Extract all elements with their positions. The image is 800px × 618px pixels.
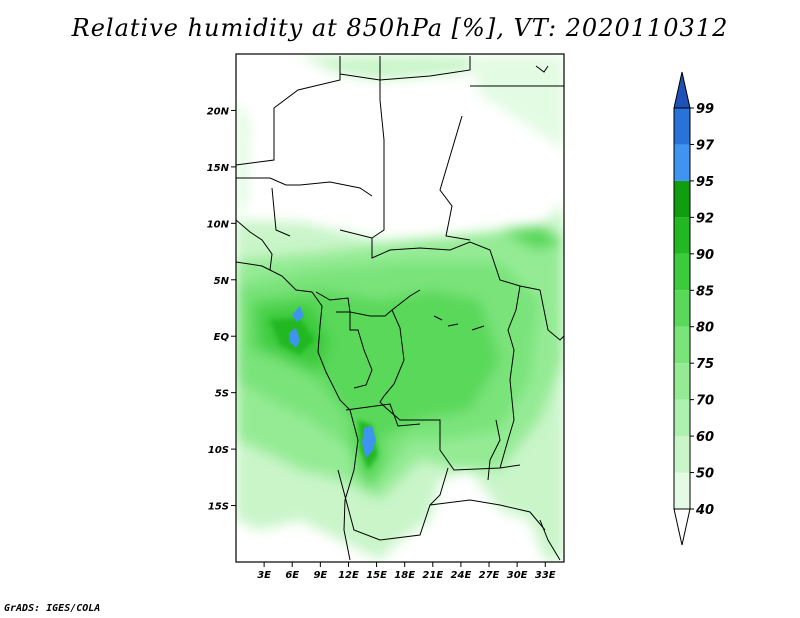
lat-tick-label: EQ <box>214 332 230 343</box>
lon-tick-label: 27E <box>479 570 500 581</box>
colorbar-swatch <box>674 108 690 145</box>
longitude-axis: 3E 6E 9E 12E 15E 18E 21E 24E 27E 30E 33E <box>257 562 556 581</box>
lon-tick-label: 3E <box>257 570 271 581</box>
colorbar-swatch <box>674 253 690 291</box>
lon-tick-label: 18E <box>394 570 415 581</box>
lat-tick-label: 10S <box>208 445 229 456</box>
colorbar-label: 90 <box>696 248 714 263</box>
lat-tick-label: 5N <box>214 276 230 287</box>
colorbar-swatch <box>674 290 690 327</box>
colorbar-swatch <box>674 436 690 473</box>
latitude-axis: 20N 15N 10N 5N EQ 5S 10S 15S <box>207 106 236 513</box>
lon-tick-label: 33E <box>535 570 556 581</box>
lon-tick-label: 6E <box>285 570 299 581</box>
colorbar-label: 60 <box>696 430 714 445</box>
colorbar-swatch <box>674 217 690 254</box>
colorbar-swatch <box>674 326 690 364</box>
map-title: Relative humidity at 850hPa [%], VT: 202… <box>71 14 729 42</box>
colorbar-label: 95 <box>696 175 714 190</box>
lat-tick-label: 10N <box>207 219 230 230</box>
colorbar-label: 97 <box>696 138 715 153</box>
colorbar-swatch <box>674 180 690 218</box>
colorbar-label: 75 <box>696 357 714 372</box>
map-frame <box>235 53 565 563</box>
lon-tick-label: 9E <box>313 570 327 581</box>
colorbar-label: 40 <box>695 503 714 518</box>
lon-tick-label: 15E <box>366 570 387 581</box>
colorbar-label: 50 <box>696 467 714 482</box>
lat-tick-label: 15S <box>208 502 229 513</box>
colorbar-label: 92 <box>696 211 714 226</box>
colorbar-swatch <box>674 399 690 437</box>
colorbar-label: 99 <box>696 102 714 117</box>
lat-tick-label: 20N <box>207 106 230 117</box>
lon-tick-label: 30E <box>507 570 528 581</box>
colorbar-top-arrow <box>673 71 691 109</box>
lat-tick-label: 15N <box>207 163 230 174</box>
humidity-field <box>236 54 564 562</box>
colorbar-swatch <box>674 472 690 509</box>
lon-tick-label: 21E <box>422 570 443 581</box>
colorbar-label: 70 <box>696 394 714 409</box>
grads-credit: GrADS: IGES/COLA <box>4 603 101 614</box>
colorbar-label: 85 <box>696 284 714 299</box>
boundaries <box>236 56 564 561</box>
colorbar-bottom-arrow <box>673 508 691 546</box>
lon-tick-label: 12E <box>338 570 359 581</box>
lon-tick-label: 24E <box>451 570 472 581</box>
colorbar: 40 50 60 70 75 80 85 90 92 95 97 99 <box>673 71 715 546</box>
colorbar-label: 80 <box>696 321 714 336</box>
colorbar-swatch <box>674 363 690 400</box>
colorbar-swatch <box>674 144 690 181</box>
lat-tick-label: 5S <box>215 389 229 400</box>
colorbar-outline <box>673 107 691 510</box>
